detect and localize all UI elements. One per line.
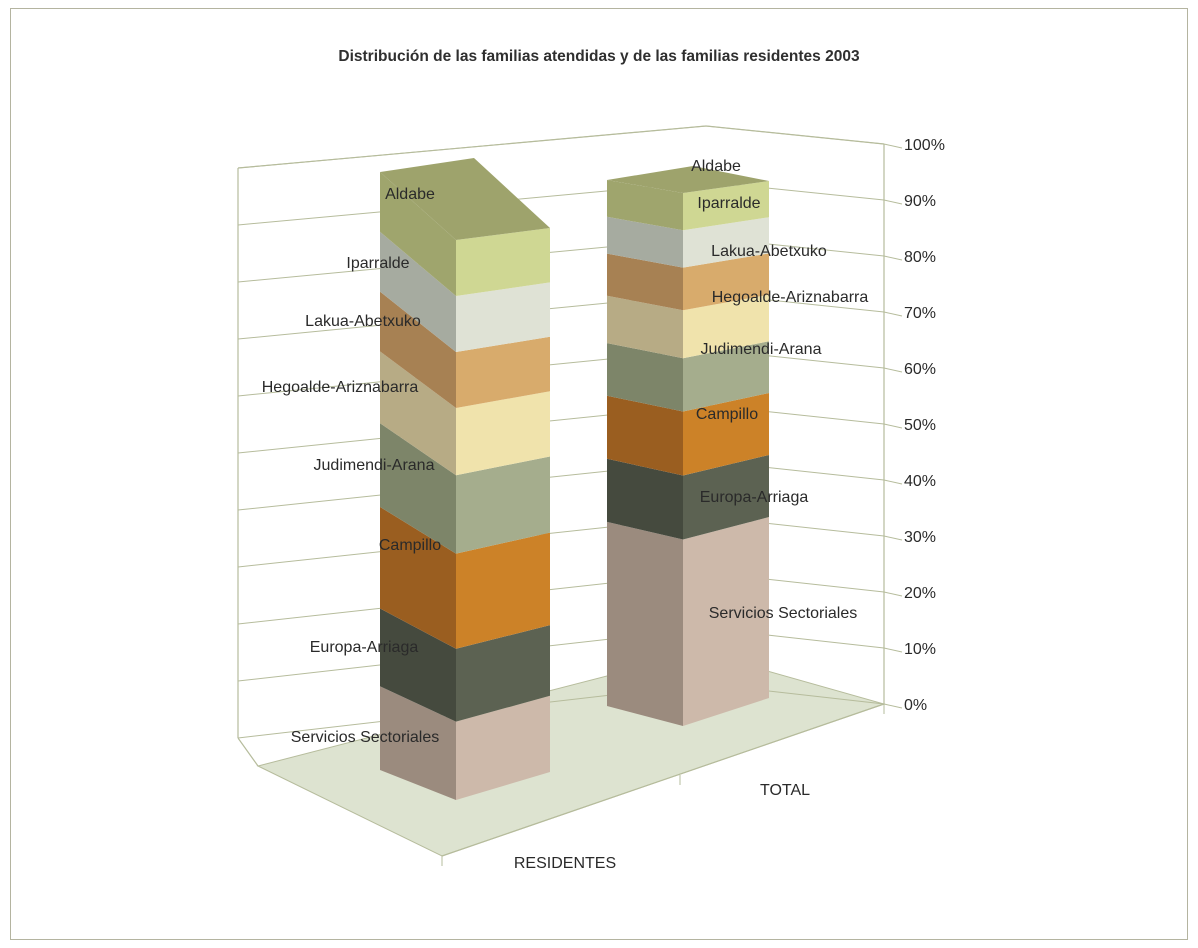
bar-side-residentes-aldabe [380, 172, 456, 296]
bar-segment-residentes-europa-arriaga [456, 625, 550, 722]
y-tick-label: 20% [904, 585, 936, 602]
y-tick [883, 591, 903, 597]
y-tick-label: 10% [904, 641, 936, 658]
stacked-bars [380, 158, 769, 800]
bar-side-total-europa-arriaga [607, 458, 683, 540]
bar-side-residentes-hegoalde-ariznabarra [380, 351, 456, 476]
y-tick-label: 0% [904, 697, 927, 714]
bar-segment-total-hegoalde-ariznabarra [683, 294, 769, 359]
bar-segment-residentes-servicios-sectoriales [456, 695, 550, 800]
y-tick [883, 143, 903, 149]
bar-side-total-hegoalde-ariznabarra [607, 295, 683, 359]
gridline [237, 516, 885, 568]
y-tick-label: 80% [904, 249, 936, 266]
data-label-residentes-lakua-abetxuko: Lakua-Abetxuko [305, 313, 421, 330]
y-tick [883, 199, 903, 205]
floor-front-edge [441, 703, 885, 857]
data-label-residentes-aldabe: Aldabe [385, 186, 435, 203]
x-tick-label-total: TOTAL [760, 782, 810, 799]
y-tick [883, 703, 903, 709]
data-label-total-judimendi-arana: Judimendi-Arana [701, 341, 822, 358]
bar-segment-total-europa-arriaga [683, 455, 769, 540]
bar-segment-residentes-judimendi-arana [456, 456, 550, 554]
data-label-total-aldabe: Aldabe [691, 158, 741, 175]
data-label-residentes-iparralde: Iparralde [346, 255, 409, 272]
x-tick-label-residentes: RESIDENTES [514, 855, 616, 872]
bar-side-total-aldabe [607, 180, 683, 231]
y-tick [883, 423, 903, 429]
bar-side-total-lakua-abetxuko [607, 253, 683, 311]
data-label-total-campillo: Campillo [696, 406, 758, 423]
bar-side-residentes-lakua-abetxuko [380, 291, 456, 408]
bar-segment-residentes-campillo [456, 532, 550, 649]
y-tick-label: 40% [904, 473, 936, 490]
data-label-total-lakua-abetxuko: Lakua-Abetxuko [711, 243, 827, 260]
gridline [237, 125, 885, 169]
bar-side-total-iparralde [607, 216, 683, 268]
gridline [237, 404, 885, 454]
data-label-total-servicios-sectoriales: Servicios Sectoriales [709, 605, 858, 622]
y-axis: 0% 10% 20% 30% 40% 50% 60% 70% 80% 90% 100% [883, 137, 945, 714]
data-label-total-europa-arriaga: Europa-Arriaga [700, 489, 809, 506]
y-tick-label: 100% [904, 137, 945, 154]
data-label-residentes-judimendi-arana: Judimendi-Arana [314, 457, 435, 474]
bar-segment-total-iparralde [683, 217, 769, 268]
data-label-residentes-campillo: Campillo [379, 537, 441, 554]
segment-labels: Servicios Sectoriales Europa-Arriaga Campi… [262, 158, 869, 746]
bar-segment-residentes-hegoalde-ariznabarra [456, 391, 550, 476]
y-tick [883, 255, 903, 261]
bar-side-total-servicios-sectoriales [607, 521, 683, 726]
bar-segment-residentes-iparralde [456, 282, 550, 352]
gridline [237, 181, 885, 226]
bar-segment-total-aldabe [683, 181, 769, 231]
y-tick [883, 311, 903, 317]
floor-left-edge [237, 737, 259, 767]
data-label-residentes-europa-arriaga: Europa-Arriaga [310, 639, 419, 656]
data-label-residentes-hegoalde-ariznabarra: Hegoalde-Ariznabarra [262, 379, 419, 396]
y-tick-label: 50% [904, 417, 936, 434]
y-tick-label: 60% [904, 361, 936, 378]
bar-side-total-campillo [607, 395, 683, 476]
data-label-total-hegoalde-ariznabarra: Hegoalde-Ariznabarra [712, 289, 869, 306]
y-tick [883, 535, 903, 541]
bar-segment-residentes-lakua-abetxuko [456, 336, 550, 408]
data-label-total-iparralde: Iparralde [697, 195, 760, 212]
y-tick-label: 90% [904, 193, 936, 210]
bar-segment-residentes-aldabe [456, 228, 550, 296]
y-tick-label: 70% [904, 305, 936, 322]
bar-top-total [607, 166, 769, 193]
bar-side-residentes-iparralde [380, 231, 456, 352]
chart-title: Distribución de las familias atendidas y… [338, 48, 860, 65]
bar-segment-total-lakua-abetxuko [683, 253, 769, 311]
x-axis: RESIDENTES TOTAL [441, 704, 885, 872]
bar-top-residentes [380, 158, 550, 240]
y-tick [883, 647, 903, 653]
bar-segment-total-judimendi-arana [683, 341, 769, 412]
bar-segment-total-campillo [683, 393, 769, 476]
y-tick [883, 367, 903, 373]
bar-side-residentes-servicios-sectoriales [380, 686, 456, 800]
bar-segment-total-servicios-sectoriales [683, 517, 769, 726]
bar-side-residentes-judimendi-arana [380, 423, 456, 554]
y-tick [883, 479, 903, 485]
y-tick-label: 30% [904, 529, 936, 546]
chart-floor [256, 651, 886, 857]
bar-side-residentes-campillo [380, 506, 456, 649]
bar-side-total-judimendi-arana [607, 343, 683, 412]
data-label-residentes-servicios-sectoriales: Servicios Sectoriales [291, 729, 440, 746]
bar-side-residentes-europa-arriaga [380, 608, 456, 722]
